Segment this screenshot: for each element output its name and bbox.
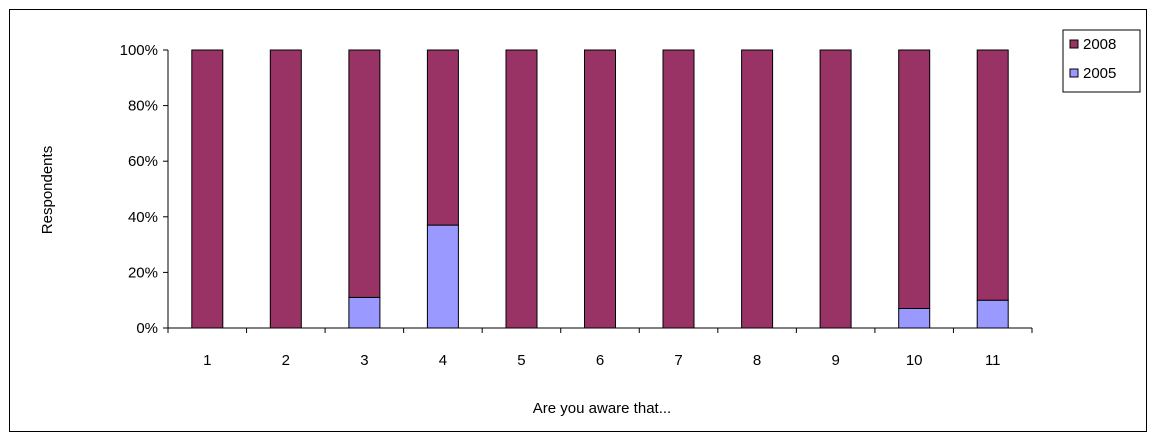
x-tick-label: 6 xyxy=(596,352,604,369)
x-tick-label: 4 xyxy=(439,352,447,369)
bar-2008-cat-7 xyxy=(662,49,695,329)
y-tick-label: 0% xyxy=(136,320,158,337)
x-ticks-group: 1 2 3 4 5 6 7 8 9 10 11 xyxy=(167,328,1033,369)
bar-2008-cat-10 xyxy=(898,49,931,309)
x-tick-label: 11 xyxy=(985,352,1001,369)
x-tick-label: 5 xyxy=(517,352,525,369)
y-tick-label: 80% xyxy=(128,98,158,115)
y-tick-label: 20% xyxy=(128,264,158,281)
y-tick-label: 60% xyxy=(128,153,158,170)
bar-2008-cat-11 xyxy=(976,49,1009,301)
bar-2008-cat-8 xyxy=(741,49,774,329)
bar-2005-cat-4 xyxy=(426,224,459,329)
x-tick-label: 3 xyxy=(360,352,368,369)
bar-2005-cat-10 xyxy=(898,308,931,329)
y-ticks-group: 0% 20% 40% 60% 80% 100% xyxy=(120,42,168,337)
x-tick-label: 8 xyxy=(753,352,761,369)
y-tick-label: 40% xyxy=(128,209,158,226)
bar-2008-cat-9 xyxy=(819,49,852,329)
legend-swatch-2008 xyxy=(1069,39,1079,49)
bar-2005-cat-3 xyxy=(348,296,381,329)
x-tick-label: 7 xyxy=(674,352,682,369)
y-tick-label: 100% xyxy=(120,42,158,59)
x-tick-label: 10 xyxy=(906,352,923,369)
bar-2008-cat-3 xyxy=(348,49,381,298)
bar-2005-cat-11 xyxy=(976,299,1009,329)
y-axis-title: Respondents xyxy=(39,146,56,234)
bar-2008-cat-5 xyxy=(505,49,538,329)
bar-2008-cat-2 xyxy=(269,49,302,329)
axes-group xyxy=(167,50,1032,329)
x-axis-title: Are you aware that... xyxy=(533,400,671,417)
x-tick-label: 1 xyxy=(203,352,211,369)
bar-2008-cat-1 xyxy=(191,49,224,329)
legend: 2008 2005 xyxy=(1062,29,1141,93)
bars-group xyxy=(191,49,1009,329)
x-tick-label: 2 xyxy=(282,352,290,369)
legend-swatch-2005 xyxy=(1069,68,1079,78)
x-tick-label: 9 xyxy=(831,352,839,369)
legend-label-2008: 2008 xyxy=(1083,36,1116,53)
legend-label-2005: 2005 xyxy=(1083,65,1116,82)
bar-2008-cat-6 xyxy=(584,49,616,329)
bar-2008-cat-4 xyxy=(426,49,459,226)
